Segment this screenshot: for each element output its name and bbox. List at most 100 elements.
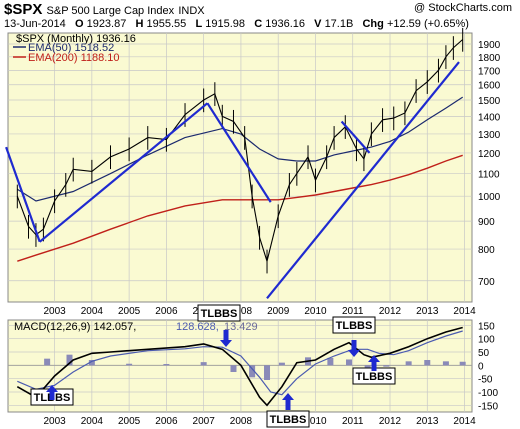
price-x-tick-label: 2006 [155, 306, 178, 317]
macd-hist-bar [459, 361, 466, 366]
macd-hist-bar [424, 360, 431, 366]
macd-hist-bar [346, 359, 353, 366]
macd-x-tick-label: 2005 [118, 416, 141, 427]
macd-hist-bar [88, 360, 95, 366]
tlbbs-arrow-head-1 [46, 385, 58, 392]
trendline-1 [5, 146, 41, 243]
legend-ema200: EMA(200) 1188.10 [28, 52, 120, 64]
macd-y-tick-label: 150 [478, 321, 495, 332]
macd-y-tick-label: 50 [478, 348, 490, 359]
legend-price: $SPX (Monthly) 1936.16 [16, 33, 136, 45]
tlbbs-label-4: TLBBS [336, 320, 373, 332]
macd-hist-bar [249, 365, 256, 378]
macd-hist-bar [200, 362, 207, 366]
trendline-5 [340, 120, 371, 154]
macd-hist-bar [66, 354, 73, 366]
ema200-line [17, 154, 463, 262]
price-x-tick-label: 2008 [230, 306, 253, 317]
macd-y-tick-label: -150 [478, 401, 498, 412]
macd-x-tick-label: 2006 [155, 416, 178, 427]
macd-panel [7, 319, 473, 413]
high-value: 1955.55 [146, 18, 187, 30]
tlbbs-box-2 [197, 304, 241, 322]
macd-hist-bar [383, 365, 390, 367]
price-y-tick-label: 1300 [478, 130, 501, 141]
price-y-tick-label: 700 [478, 277, 495, 288]
tlbbs-arrow-head-4 [348, 350, 360, 357]
price-x-tick-label: 2011 [342, 306, 364, 317]
tlbbs-label-3: TLBBS [270, 414, 307, 426]
macd-x-tick-label: 2007 [193, 416, 216, 427]
price-x-tick-label: 2004 [81, 306, 104, 317]
price-x-tick-label: 2010 [304, 306, 327, 317]
price-y-tick-label: 1500 [478, 96, 501, 107]
macd-x-tick-label: 2003 [43, 416, 66, 427]
price-x-tick-label: 2013 [416, 306, 439, 317]
index-name: S&P 500 Large Cap Index [46, 5, 175, 17]
close-label: C [254, 18, 263, 30]
macd-hist-bar [442, 361, 449, 366]
price-x-tick-label: 2005 [118, 306, 141, 317]
low-value: 1915.98 [205, 18, 246, 30]
high-label: H [135, 18, 144, 30]
price-x-tick-label: 2009 [267, 306, 290, 317]
tlbbs-box-4 [332, 316, 376, 334]
tlbbs-arrow-head-5 [368, 355, 380, 362]
trendline-4 [266, 61, 460, 299]
price-x-tick-label: 2014 [453, 306, 476, 317]
macd-y-tick-label: 0 [478, 361, 484, 372]
macd-hist-bar [264, 365, 271, 380]
change-label: Chg [362, 18, 384, 30]
macd-legend: MACD(12,26,9) 142.057, 128.628, 13.429 [14, 321, 258, 333]
legend-ema50: EMA(50) 1518.52 [28, 42, 114, 54]
price-y-tick-label: 1000 [478, 192, 501, 203]
macd-hist-bar [230, 365, 237, 372]
change-value: +12.59 (+0.65%) [386, 18, 469, 30]
tlbbs-label-5: TLBBS [356, 371, 393, 383]
tlbbs-arrow-head-2 [220, 340, 232, 347]
price-panel [7, 32, 473, 303]
ema50-line [16, 96, 464, 202]
macd-x-tick-label: 2013 [416, 416, 439, 427]
macd-x-tick-label: 2012 [379, 416, 402, 427]
volume-label: V [314, 18, 322, 30]
price-y-tick-label: 1200 [478, 149, 501, 160]
price-y-tick-label: 900 [478, 217, 495, 228]
macd-x-tick-label: 2011 [342, 416, 364, 427]
price-line [16, 39, 464, 264]
macd-hist-bar [278, 362, 285, 366]
macd-hist-bar [163, 364, 170, 366]
tlbbs-box-3 [266, 410, 310, 428]
macd-line [16, 326, 463, 407]
price-y-tick-label: 800 [478, 245, 495, 256]
chart-header: $SPX S&P 500 Large Cap Index INDX [4, 1, 205, 18]
macd-x-tick-label: 2010 [304, 416, 327, 427]
open-value: 1923.87 [86, 18, 127, 30]
trendline-3 [206, 102, 272, 203]
macd-x-tick-label: 2014 [453, 416, 476, 427]
price-x-tick-label: 2012 [379, 306, 402, 317]
macd-hist-bar [126, 363, 133, 366]
credit: @ StockCharts.com [414, 2, 512, 14]
macd-label-signal: 128.628, [176, 321, 219, 333]
tlbbs-arrow-head-3 [282, 393, 294, 400]
exchange: INDX [178, 5, 205, 17]
symbol: $SPX [4, 1, 43, 18]
price-y-tick-label: 1700 [478, 66, 501, 77]
price-y-tick-label: 1600 [478, 81, 501, 92]
price-y-tick-label: 1400 [478, 112, 501, 123]
macd-hist-bar [405, 361, 412, 366]
trendline-2 [38, 102, 209, 243]
price-legend: $SPX (Monthly) 1936.16 EMA(50) 1518.52 E… [13, 33, 136, 64]
low-label: L [195, 18, 203, 30]
price-y-tick-label: 1100 [478, 170, 500, 181]
tlbbs-label-2: TLBBS [201, 308, 238, 320]
price-y-tick-label: 1800 [478, 53, 501, 64]
macd-label-hist: 13.429 [224, 321, 258, 333]
quote-line: 13-Jun-2014 O 1923.87 H 1955.55 L 1915.9… [4, 18, 469, 30]
close-value: 1936.16 [265, 18, 305, 30]
price-x-tick-label: 2003 [43, 306, 66, 317]
price-y-tick-label: 1900 [478, 40, 501, 51]
